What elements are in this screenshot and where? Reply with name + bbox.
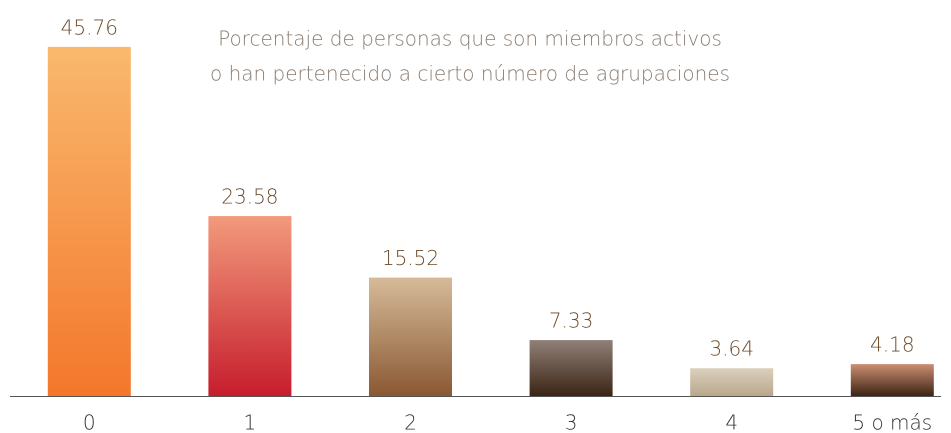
value-label: 7.33 bbox=[549, 309, 594, 333]
bar bbox=[690, 368, 774, 396]
chart-title: o han pertenecido a cierto número de agr… bbox=[210, 62, 730, 86]
bar bbox=[208, 216, 292, 396]
bar bbox=[369, 277, 452, 396]
x-tick-label: 0 bbox=[83, 411, 96, 433]
x-tick-label: 1 bbox=[244, 411, 257, 433]
chart-title: Porcentaje de personas que son miembros … bbox=[218, 27, 722, 51]
x-tick-label: 4 bbox=[725, 411, 738, 433]
value-label: 3.64 bbox=[709, 337, 754, 361]
x-tick-label: 2 bbox=[404, 411, 417, 433]
bar bbox=[47, 46, 131, 397]
bar bbox=[850, 364, 934, 396]
value-label: 15.52 bbox=[382, 246, 439, 270]
bar bbox=[529, 340, 613, 396]
value-label: 45.76 bbox=[61, 15, 118, 39]
x-tick-label: 3 bbox=[565, 411, 578, 433]
x-tick-label: 5 o más bbox=[852, 411, 932, 433]
value-label: 23.58 bbox=[221, 185, 278, 209]
value-label: 4.18 bbox=[870, 333, 915, 357]
